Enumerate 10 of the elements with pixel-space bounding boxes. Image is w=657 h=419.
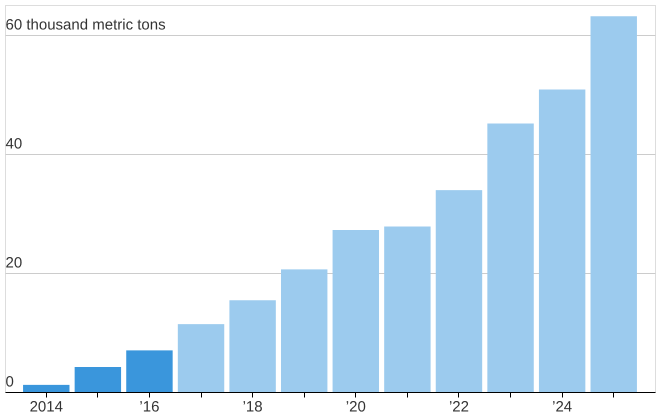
x-tick-label: 2014 <box>30 398 63 416</box>
y-tick-label: 40 <box>6 135 22 152</box>
y-tick-label: 60 thousand metric tons <box>6 16 166 34</box>
y-tick-label: 0 <box>6 374 14 390</box>
x-tick-label: ’22 <box>448 398 469 416</box>
x-tick-label: ’16 <box>139 398 160 416</box>
x-tick-label: ’20 <box>346 398 366 416</box>
x-tick-label: ’18 <box>242 398 263 416</box>
x-tick-label: ’24 <box>552 398 572 416</box>
y-tick-label: 20 <box>6 254 22 272</box>
